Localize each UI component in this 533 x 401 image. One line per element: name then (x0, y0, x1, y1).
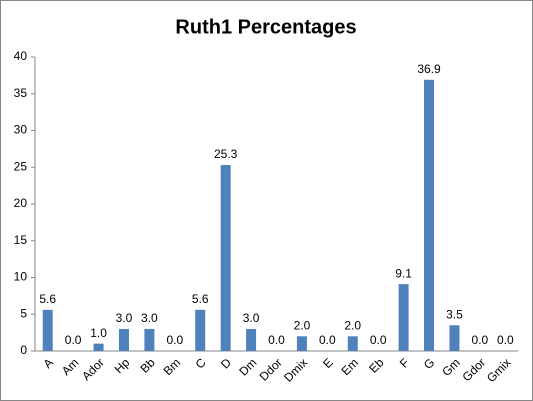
value-label: 5.6 (192, 292, 209, 306)
bar (398, 284, 409, 351)
value-label: 0.0 (319, 333, 336, 347)
value-label: 3.5 (446, 307, 463, 321)
y-tick-label: 20 (14, 196, 28, 210)
y-tick-label: 15 (14, 233, 28, 247)
y-tick-label: 10 (14, 270, 28, 284)
y-tick-label: 0 (20, 343, 27, 357)
value-label: 2.0 (294, 318, 311, 332)
value-label: 36.9 (417, 62, 441, 76)
y-tick-label: 30 (14, 123, 28, 137)
value-label: 1.0 (90, 326, 107, 340)
value-label: 0.0 (268, 333, 285, 347)
bar (220, 165, 231, 351)
y-tick-label: 25 (14, 159, 28, 173)
y-tick-label: 35 (14, 86, 28, 100)
value-label: 0.0 (166, 333, 183, 347)
value-label: 3.0 (141, 311, 158, 325)
bar (246, 328, 257, 351)
bar (424, 79, 435, 351)
bar (449, 325, 460, 351)
y-tick-label: 5 (20, 306, 27, 320)
value-label: 25.3 (214, 147, 238, 161)
value-label: 0.0 (497, 333, 514, 347)
value-label: 0.0 (472, 333, 489, 347)
value-label: 0.0 (65, 333, 82, 347)
value-label: 9.1 (395, 266, 412, 280)
y-tick-label: 40 (14, 49, 28, 63)
bar (296, 336, 307, 351)
value-label: 5.6 (39, 292, 56, 306)
value-label: 2.0 (344, 318, 361, 332)
bar (347, 336, 358, 351)
bar (118, 328, 129, 351)
bar (42, 309, 53, 351)
bar (93, 343, 104, 351)
bar (144, 328, 155, 351)
chart-title: Ruth1 Percentages (175, 16, 356, 38)
bar (195, 309, 206, 351)
value-label: 3.0 (243, 311, 260, 325)
value-label: 3.0 (116, 311, 133, 325)
value-label: 0.0 (370, 333, 387, 347)
